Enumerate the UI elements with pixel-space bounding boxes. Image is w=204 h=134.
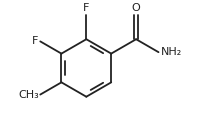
- Text: F: F: [83, 3, 90, 13]
- Text: NH₂: NH₂: [161, 47, 182, 57]
- Text: O: O: [132, 3, 141, 13]
- Text: CH₃: CH₃: [18, 90, 39, 100]
- Text: F: F: [32, 36, 38, 46]
